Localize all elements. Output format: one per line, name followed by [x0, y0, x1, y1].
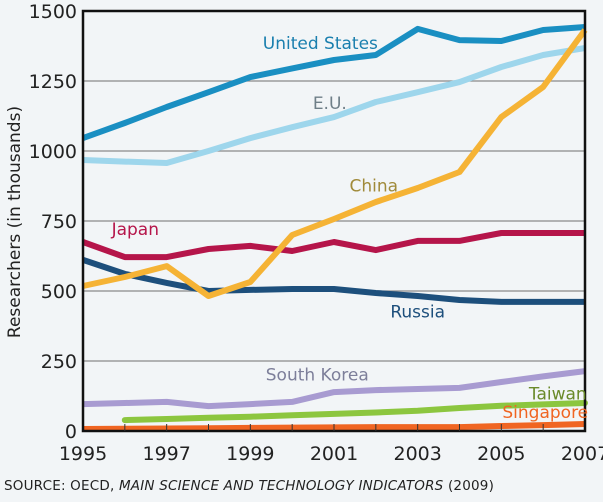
line-chart: 0 250 500 750 1000 1250 1500 1995 1997 1999 2001 2… [5, 1, 603, 465]
series-labels: United States E.U. China Japan Russia South K… [111, 34, 589, 423]
x-tick-label: 2005 [477, 443, 525, 465]
series-line-south-korea [82, 368, 586, 410]
y-axis-ticks: 0 250 500 750 1000 1250 1500 [29, 1, 77, 443]
series-line-china [82, 28, 588, 299]
source-title: MAIN SCIENCE AND TECHNOLOGY INDICATORS [118, 478, 444, 494]
series-label-united-states: United States [263, 34, 378, 54]
series-line-japan [81, 230, 585, 261]
series-label-japan: Japan [111, 220, 159, 240]
y-tick-label: 0 [65, 421, 77, 443]
source-prefix: SOURCE: OECD, [4, 478, 119, 494]
series-label-china: China [349, 177, 398, 197]
source-note: SOURCE: OECD, MAIN SCIENCE AND TECHNOLOG… [4, 478, 494, 494]
source-suffix: (2009) [443, 478, 495, 494]
series-line-taiwan [121, 400, 588, 424]
series-label-e-u: E.U. [313, 94, 347, 114]
y-axis-label: Researchers (in thousands) [5, 106, 25, 338]
x-tick-label: 2001 [310, 443, 358, 465]
x-tick-label: 1999 [226, 443, 274, 465]
x-tick-label: 2003 [393, 443, 441, 465]
x-tick-label: 1995 [59, 443, 107, 465]
series-label-singapore: Singapore [502, 403, 588, 423]
y-tick-label: 500 [41, 281, 77, 303]
y-tick-label: 1500 [29, 1, 77, 23]
y-tick-label: 1250 [29, 71, 77, 93]
y-tick-label: 250 [41, 351, 77, 373]
series-line-e-u [82, 45, 586, 166]
x-axis-ticks: 1995 1997 1999 2001 2003 2005 2007 [59, 424, 603, 465]
series-label-south-korea: South Korea [266, 366, 369, 386]
series-line-united-states [81, 24, 586, 141]
y-tick-label: 750 [41, 211, 77, 233]
series-label-taiwan: Taiwan [528, 384, 587, 404]
series-line-russia [82, 257, 585, 305]
x-tick-label: 1997 [142, 443, 190, 465]
x-tick-label: 2007 [561, 443, 603, 465]
y-tick-label: 1000 [29, 141, 77, 163]
series-label-russia: Russia [390, 303, 445, 323]
